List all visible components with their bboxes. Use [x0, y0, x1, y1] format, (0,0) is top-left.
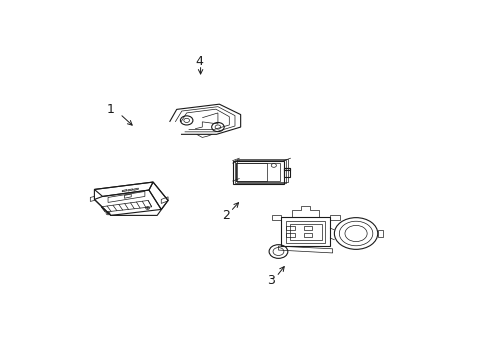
Bar	[286, 226, 295, 230]
Text: 1: 1	[106, 103, 114, 116]
Text: 4: 4	[195, 55, 203, 68]
Text: 2: 2	[222, 208, 229, 221]
Bar	[303, 226, 312, 230]
Text: 3: 3	[267, 274, 275, 287]
Bar	[286, 233, 295, 238]
Bar	[303, 233, 312, 238]
